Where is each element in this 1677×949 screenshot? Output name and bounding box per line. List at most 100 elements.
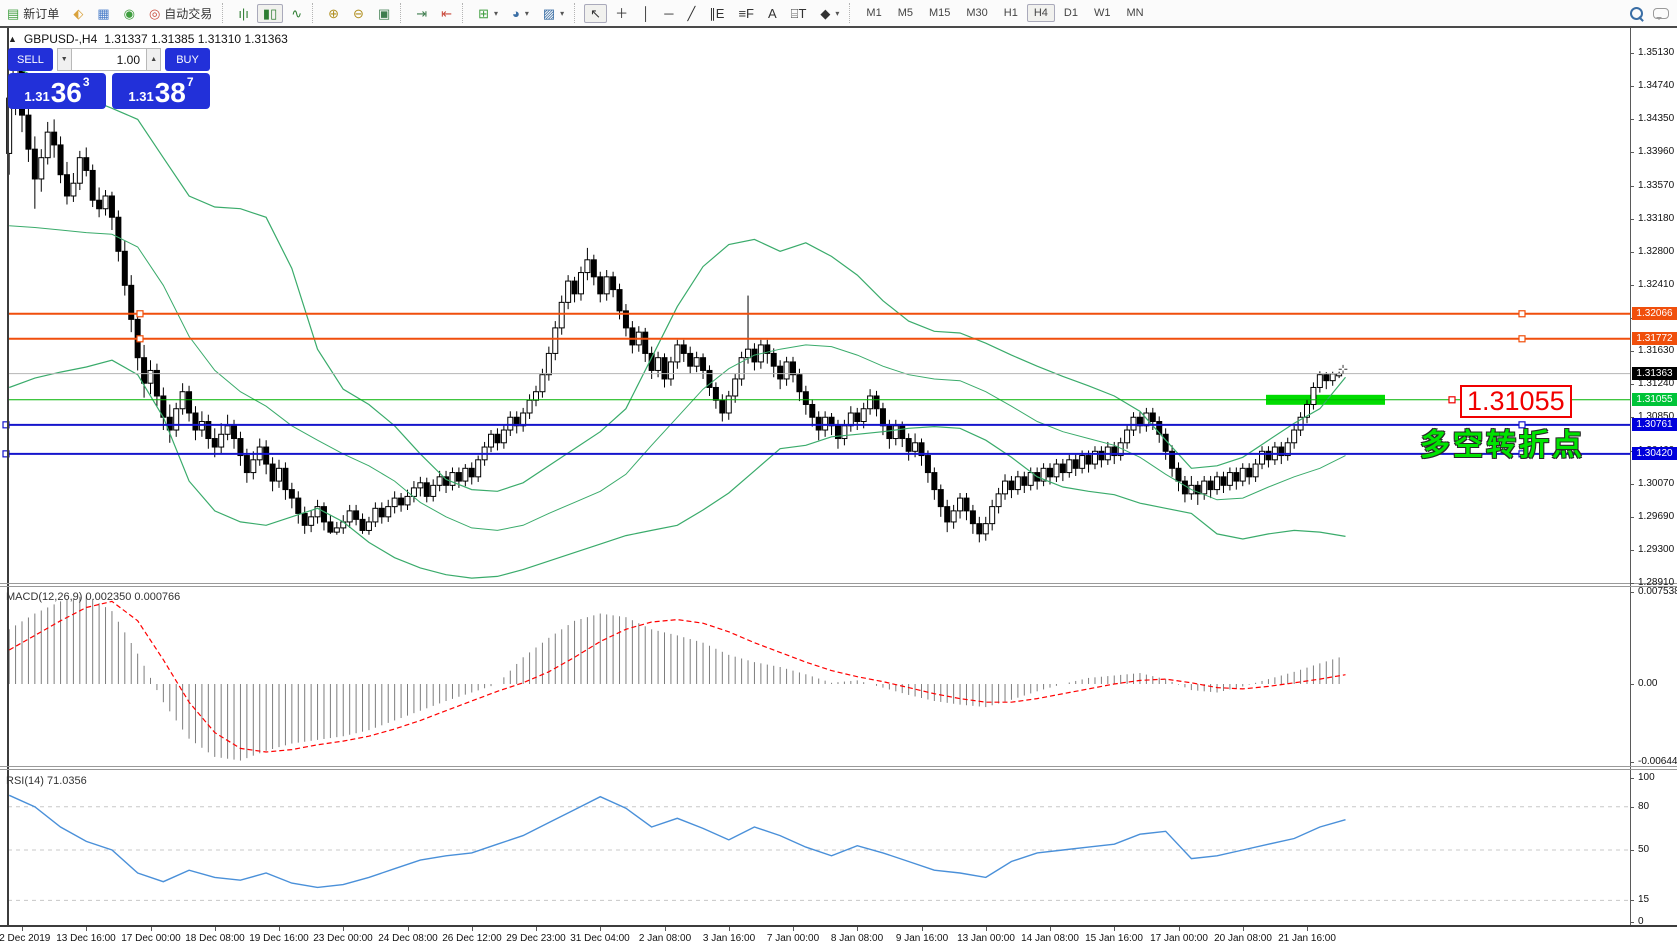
new-order-button[interactable]: ▤ 新订单 [1,2,65,25]
indicators-icon: ⊞ [478,5,489,21]
candle-body [1175,467,1182,482]
signals-button[interactable]: ◉ [118,4,141,23]
candle-body [1027,472,1034,486]
timeframe-m15-button[interactable]: M15 [928,7,951,19]
horizontal-line-button[interactable]: ─ [658,4,679,23]
timeframe-h1-button[interactable]: H1 [1003,7,1018,19]
timeframe-m5-button[interactable]: M5 [897,7,913,19]
line-handle-marker[interactable] [2,421,10,429]
zoom-in-button[interactable]: ⊕ [322,4,345,23]
crosshair-button[interactable]: ＋ [609,4,634,23]
time-tick-label: 7 Jan 00:00 [766,933,820,944]
time-tick-mark [922,927,923,931]
price-tick-mark [1630,219,1634,220]
volume-decrease-button[interactable]: ▼ [56,48,72,71]
collapse-panel-icon[interactable]: ▲ [8,34,17,44]
candlestick-chart-button[interactable]: ▮▯ [256,3,284,23]
price-level-flag-1.30761[interactable]: 1.30761 [1632,418,1677,431]
line-handle-marker[interactable] [1518,421,1526,429]
chevron-down-icon[interactable]: ▾ [493,8,498,18]
pane-separator-macd-top2 [0,586,1677,587]
buy-button[interactable]: BUY [165,48,210,71]
pane-separator-rsi-top[interactable] [0,766,1677,767]
timeframe-h4-button[interactable]: H4 [1026,4,1055,22]
annotation-anchor-marker[interactable] [1448,396,1456,404]
sell-button[interactable]: SELL [8,48,53,71]
volume-input[interactable] [72,48,146,71]
chart-canvas[interactable] [0,28,1677,949]
line-chart-button[interactable]: ∿ [285,4,308,23]
timeframe-mn-button[interactable]: MN [1126,7,1144,19]
price-level-flag-1.31772[interactable]: 1.31772 [1632,332,1677,345]
price-level-flag-1.32066[interactable]: 1.32066 [1632,307,1677,320]
tile-windows-button[interactable]: ▣ [372,4,396,23]
time-axis-border[interactable] [0,925,1677,927]
price-tick-label: 1.32410 [1638,279,1675,290]
price-level-flag-1.31055[interactable]: 1.31055 [1632,393,1677,406]
chevron-down-icon[interactable]: ▾ [524,8,529,18]
candle-body [873,395,880,410]
search-icon[interactable] [1630,6,1643,20]
chevron-down-icon[interactable]: ▾ [835,8,840,18]
bollinger-upper-line [8,63,1346,492]
auto-trading-button[interactable]: ◎ 自动交易 [143,2,218,25]
toolbar: ▤ 新订单 ⬖ ▦ ◉ ◎ 自动交易 ı|ı ▮▯ ∿ ⊕ ⊖ ▣ ⇥ ⇤ ⊞ ▾ ◕ ▾ ▨ ▾ ↖ ＋ │ ─ ╱ ∥E ≡F A ⌸… [0,0,1677,28]
signals-icon: ◉ [123,5,135,21]
vertical-line-button[interactable]: │ [636,4,656,23]
candle-body [468,467,475,478]
macd-tick-mark [1630,762,1634,763]
sell-price-button[interactable]: 1.31 36 3 [8,73,106,109]
candle-body [1149,412,1156,423]
timeframe-m1-button[interactable]: M1 [866,7,882,19]
price-axis-line[interactable] [1630,28,1631,925]
price-level-flag-1.31363[interactable]: 1.31363 [1632,367,1677,380]
candle-body [108,195,115,218]
candle-body [365,521,372,531]
chart-shift-button[interactable]: ⇤ [435,4,458,23]
fibonacci-button[interactable]: ≡F [732,4,760,23]
timeframe-w1-button[interactable]: W1 [1093,7,1111,19]
chevron-down-icon[interactable]: ▾ [560,8,565,18]
candle-body [1329,373,1336,382]
auto-scroll-button[interactable]: ⇥ [410,4,433,23]
volume-increase-button[interactable]: ▲ [146,48,162,71]
timeframe-m30-button[interactable]: M30 [966,7,988,19]
indicators-button[interactable]: ⊞ ▾ [472,4,504,23]
price-annotation-box[interactable]: 1.31055 [1460,385,1572,418]
trendline-button[interactable]: ╱ [681,4,701,23]
candle-body [1130,416,1137,431]
text-button[interactable]: A [762,4,783,23]
equidistant-channel-button[interactable]: ∥E [703,4,730,23]
time-tick-label: 19 Dec 16:00 [249,933,309,944]
text-label-button[interactable]: ⌸T [785,4,813,23]
line-handle-marker[interactable] [136,310,144,318]
cursor-button[interactable]: ↖ [584,3,608,23]
line-handle-marker[interactable] [2,450,10,458]
timeframe-d1-button[interactable]: D1 [1063,7,1078,19]
arrows-button[interactable]: ◆ ▾ [814,4,845,23]
line-handle-marker[interactable] [1518,450,1526,458]
chart-ohlc-quotes: 1.31337 1.31385 1.31310 1.31363 [104,32,288,46]
candle-body [899,425,906,440]
pane-separator-macd-top[interactable] [0,583,1677,584]
rsi-tick-label: 15 [1638,894,1650,905]
periods-button[interactable]: ◕ ▾ [506,4,535,23]
eraser-button[interactable]: ⬖ [67,4,89,23]
buy-price-button[interactable]: 1.31 38 7 [112,73,210,109]
chat-icon[interactable] [1653,7,1669,20]
chart-profile-button[interactable]: ▦ [91,4,115,23]
turning-point-annotation-text[interactable]: 多空转折点 [1420,429,1585,462]
price-tick-label: 1.33180 [1638,213,1675,224]
bar-chart-button[interactable]: ı|ı [232,4,255,23]
new-order-icon: ▤ [7,5,20,21]
line-handle-marker[interactable] [1518,335,1526,343]
price-level-flag-1.30420[interactable]: 1.30420 [1632,447,1677,460]
time-tick-label: 3 Jan 16:00 [702,933,756,944]
candle-body [218,433,225,448]
candle-body [63,174,70,197]
line-handle-marker[interactable] [1518,310,1526,318]
candle-body [398,497,405,506]
line-handle-marker[interactable] [136,335,144,343]
zoom-out-button[interactable]: ⊖ [347,4,370,23]
templates-button[interactable]: ▨ ▾ [537,4,570,23]
